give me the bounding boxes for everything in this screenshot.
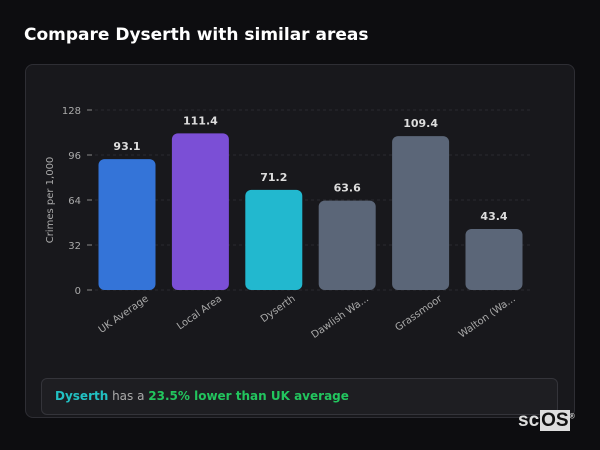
bar xyxy=(465,228,523,290)
logo-sc: sc xyxy=(518,410,540,431)
y-tick-label: 32 xyxy=(68,241,81,252)
bar xyxy=(98,159,156,290)
x-tick-label: Dawlish Wa... xyxy=(310,293,371,341)
data-label: 71.2 xyxy=(260,171,287,184)
y-tick-label: 64 xyxy=(68,196,81,207)
logo-mark: ® xyxy=(569,413,575,421)
y-tick-label: 96 xyxy=(68,151,81,162)
x-tick-label: Dyserth xyxy=(259,293,298,325)
summary-box: Dyserth has a 23.5% lower than UK averag… xyxy=(41,378,558,415)
y-tick-label: 128 xyxy=(62,106,81,117)
scos-logo: sc OS® xyxy=(517,410,575,432)
bar xyxy=(171,133,229,290)
data-label: 43.4 xyxy=(480,210,507,223)
data-label: 93.1 xyxy=(113,140,140,153)
x-tick-label: UK Average xyxy=(97,293,151,335)
x-tick-label: Grassmoor xyxy=(393,293,445,334)
data-label: 63.6 xyxy=(334,182,361,195)
y-axis-label: Crimes per 1,000 xyxy=(45,157,56,244)
page-title: Compare Dyserth with similar areas xyxy=(24,25,369,45)
bar xyxy=(318,200,376,290)
bar xyxy=(245,189,303,290)
summary-text: has a xyxy=(108,389,149,403)
data-label: 111.4 xyxy=(183,114,218,127)
x-tick-label: Walton (Wa... xyxy=(457,293,518,340)
summary-comparison: 23.5% lower than UK average xyxy=(148,389,349,403)
bar xyxy=(392,136,450,290)
x-tick-label: Local Area xyxy=(175,293,224,332)
summary-place: Dyserth xyxy=(55,389,109,403)
data-label: 109.4 xyxy=(403,117,438,130)
logo-os: OS xyxy=(540,410,570,431)
y-tick-label: 0 xyxy=(75,286,81,297)
